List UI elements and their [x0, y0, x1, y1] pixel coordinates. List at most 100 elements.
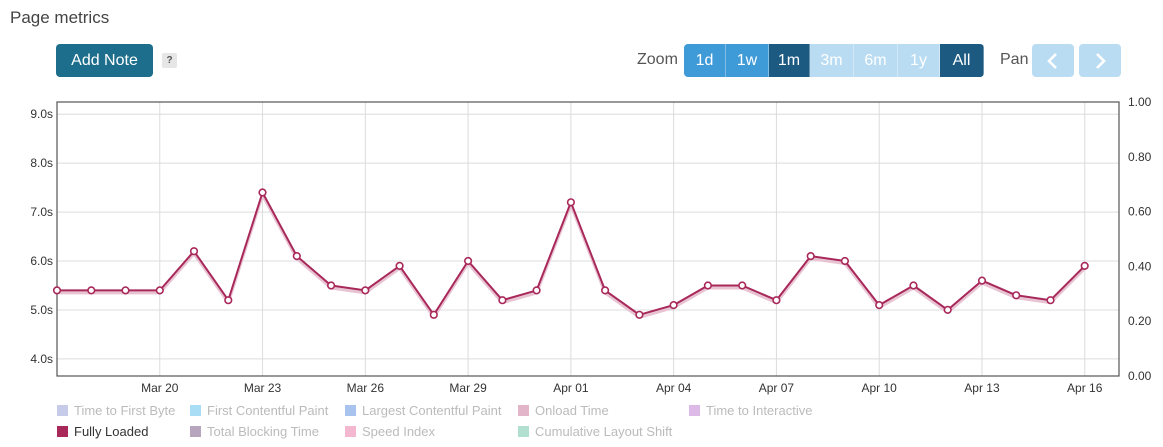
legend-label: Total Blocking Time [207, 424, 319, 439]
data-point [292, 252, 301, 261]
legend-item-cumulative-layout-shift[interactable]: Cumulative Layout Shift [518, 424, 672, 439]
y2-tick-label: 0.00 [1128, 369, 1152, 383]
legend-label: Cumulative Layout Shift [535, 424, 673, 439]
pan-left-button[interactable] [1032, 44, 1074, 77]
zoom-1d-button[interactable]: 1d [684, 44, 726, 77]
legend-label: Time to First Byte [74, 403, 176, 418]
x-tick-label: Apr 04 [656, 381, 692, 395]
data-point [189, 247, 199, 256]
legend-item-time-to-first-byte[interactable]: Time to First Byte [57, 403, 175, 418]
legend-label: Largest Contentful Paint [362, 403, 502, 418]
zoom-button-group: 1d 1w 1m 3m 6m 1y All [684, 44, 984, 77]
y-tick-label: 4.0s [30, 352, 53, 366]
x-tick-label: Apr 01 [553, 381, 589, 395]
data-point [532, 286, 541, 295]
series-line [57, 191, 1086, 316]
zoom-1m-button[interactable]: 1m [769, 44, 810, 77]
legend-swatch [345, 426, 356, 437]
legend-label: Time to Interactive [706, 403, 813, 418]
x-tick-label: Mar 20 [141, 381, 179, 395]
y2-tick-label: 0.20 [1128, 314, 1152, 328]
zoom-all-button[interactable]: All [940, 44, 984, 77]
legend-swatch [518, 426, 529, 437]
data-point [772, 296, 781, 305]
data-point [738, 281, 747, 290]
y-tick-label: 8.0s [30, 156, 53, 170]
data-point [464, 256, 473, 266]
data-point [121, 286, 130, 295]
y-tick-label: 5.0s [30, 303, 53, 317]
chart-grid [57, 102, 1119, 376]
legend-item-onload-time[interactable]: Onload Time [518, 403, 609, 418]
x-tick-label: Mar 26 [347, 381, 385, 395]
chevron-right-icon [1096, 52, 1106, 69]
legend-swatch [345, 405, 356, 416]
legend-item-speed-index[interactable]: Speed Index [345, 424, 435, 439]
data-point [669, 301, 678, 310]
legend-item-total-blocking-time[interactable]: Total Blocking Time [190, 424, 319, 439]
data-point [600, 286, 610, 295]
legend-item-first-contentful-paint[interactable]: First Contentful Paint [190, 403, 328, 418]
y2-tick-label: 0.80 [1128, 150, 1152, 164]
series-shadow [57, 193, 1086, 319]
y2-tick-label: 0.60 [1128, 205, 1152, 219]
data-point [806, 252, 815, 261]
data-point [1012, 291, 1021, 300]
data-point [327, 281, 336, 290]
y2-tick-label: 1.00 [1128, 95, 1152, 109]
legend-item-time-to-interactive[interactable]: Time to Interactive [689, 403, 812, 418]
data-point [875, 301, 884, 310]
legend-item-largest-contentful-paint[interactable]: Largest Contentful Paint [345, 403, 501, 418]
zoom-1y-button[interactable]: 1y [898, 44, 940, 77]
zoom-3m-button[interactable]: 3m [810, 44, 854, 77]
x-axis-ticks: Mar 20 Mar 23 Mar 26 Mar 29 Apr 01 Apr 04 Apr … [141, 381, 1103, 395]
data-point [977, 276, 987, 285]
series-fully-loaded [52, 188, 1089, 319]
data-point [498, 296, 507, 305]
legend-swatch [518, 405, 529, 416]
y-tick-label: 6.0s [30, 254, 53, 268]
legend-swatch [689, 405, 700, 416]
data-point [703, 281, 713, 290]
data-point [258, 188, 267, 197]
pan-right-button[interactable] [1079, 44, 1121, 77]
y2-axis-ticks: 0.00 0.20 0.40 0.60 0.80 1.00 [1128, 95, 1152, 383]
chevron-left-icon [1047, 52, 1057, 69]
data-point [155, 286, 164, 295]
x-tick-label: Apr 13 [964, 381, 1000, 395]
legend-swatch [190, 426, 201, 437]
plot-frame [56, 101, 1120, 377]
y-tick-label: 7.0s [30, 205, 53, 219]
data-point [943, 305, 952, 315]
legend-swatch [190, 405, 201, 416]
add-note-button[interactable]: Add Note [56, 44, 153, 77]
data-point [224, 296, 233, 305]
x-tick-label: Apr 10 [862, 381, 898, 395]
data-point [909, 281, 918, 290]
y-tick-label: 9.0s [30, 107, 53, 121]
legend-swatch [57, 426, 68, 437]
legend-swatch [57, 405, 68, 416]
legend-item-fully-loaded[interactable]: Fully Loaded [57, 424, 148, 439]
zoom-6m-button[interactable]: 6m [854, 44, 898, 77]
y-axis-ticks: 4.0s 5.0s 6.0s 7.0s 8.0s 9.0s [30, 107, 53, 366]
legend-label: Onload Time [535, 403, 609, 418]
data-point [566, 198, 576, 207]
y2-tick-label: 0.40 [1128, 259, 1152, 273]
data-point [52, 286, 62, 295]
zoom-label: Zoom [637, 51, 678, 68]
data-point [429, 310, 438, 319]
x-tick-label: Apr 16 [1067, 381, 1103, 395]
page-title: Page metrics [10, 8, 110, 27]
data-point [1046, 296, 1055, 305]
legend-label: Speed Index [362, 424, 436, 439]
help-icon[interactable]: ? [162, 53, 177, 68]
x-tick-label: Mar 29 [449, 381, 487, 395]
legend-label: First Contentful Paint [207, 403, 329, 418]
zoom-1w-button[interactable]: 1w [726, 44, 769, 77]
legend-label: Fully Loaded [74, 424, 149, 439]
x-tick-label: Mar 23 [244, 381, 282, 395]
x-tick-label: Apr 07 [759, 381, 795, 395]
data-point [1080, 261, 1089, 271]
data-point [361, 286, 370, 295]
